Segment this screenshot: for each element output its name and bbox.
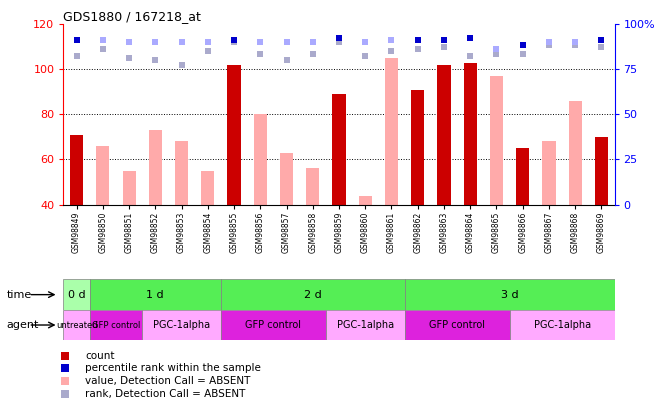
Text: agent: agent bbox=[7, 320, 39, 330]
Bar bbox=[438, 65, 450, 205]
Text: 3 d: 3 d bbox=[501, 290, 518, 300]
Bar bbox=[254, 115, 267, 205]
Bar bbox=[516, 148, 529, 205]
Text: PGC-1alpha: PGC-1alpha bbox=[337, 320, 394, 330]
Bar bbox=[359, 196, 372, 205]
Bar bbox=[326, 310, 405, 340]
Text: untreated: untreated bbox=[55, 320, 98, 330]
Text: value, Detection Call = ABSENT: value, Detection Call = ABSENT bbox=[86, 376, 250, 386]
Bar bbox=[63, 310, 90, 340]
Bar bbox=[90, 279, 221, 310]
Text: 2 d: 2 d bbox=[304, 290, 322, 300]
Text: GFP control: GFP control bbox=[92, 320, 140, 330]
Text: 0 d: 0 d bbox=[67, 290, 86, 300]
Bar bbox=[96, 146, 110, 205]
Text: count: count bbox=[86, 351, 115, 360]
Bar bbox=[385, 58, 398, 205]
Text: GFP control: GFP control bbox=[245, 320, 301, 330]
Bar bbox=[175, 141, 188, 205]
Bar bbox=[306, 168, 319, 205]
Bar bbox=[70, 135, 83, 205]
Bar bbox=[333, 94, 345, 205]
Text: PGC-1alpha: PGC-1alpha bbox=[534, 320, 591, 330]
Text: percentile rank within the sample: percentile rank within the sample bbox=[86, 363, 261, 373]
Bar bbox=[411, 90, 424, 205]
Bar bbox=[221, 310, 326, 340]
Text: GDS1880 / 167218_at: GDS1880 / 167218_at bbox=[63, 10, 201, 23]
Text: PGC-1alpha: PGC-1alpha bbox=[153, 320, 210, 330]
Bar bbox=[464, 63, 477, 205]
Bar bbox=[122, 171, 136, 205]
Bar bbox=[201, 171, 214, 205]
Text: time: time bbox=[7, 290, 32, 300]
Bar bbox=[490, 76, 503, 205]
Bar bbox=[405, 310, 510, 340]
Bar bbox=[221, 279, 405, 310]
Text: rank, Detection Call = ABSENT: rank, Detection Call = ABSENT bbox=[86, 389, 246, 399]
Bar bbox=[228, 65, 240, 205]
Bar bbox=[595, 137, 608, 205]
Bar bbox=[542, 141, 556, 205]
Bar bbox=[280, 153, 293, 205]
Bar bbox=[405, 279, 615, 310]
Bar bbox=[149, 130, 162, 205]
Text: 1 d: 1 d bbox=[146, 290, 164, 300]
Bar bbox=[510, 310, 615, 340]
Bar bbox=[90, 310, 142, 340]
Bar bbox=[568, 101, 582, 205]
Bar bbox=[63, 279, 90, 310]
Text: GFP control: GFP control bbox=[429, 320, 485, 330]
Bar bbox=[142, 310, 221, 340]
